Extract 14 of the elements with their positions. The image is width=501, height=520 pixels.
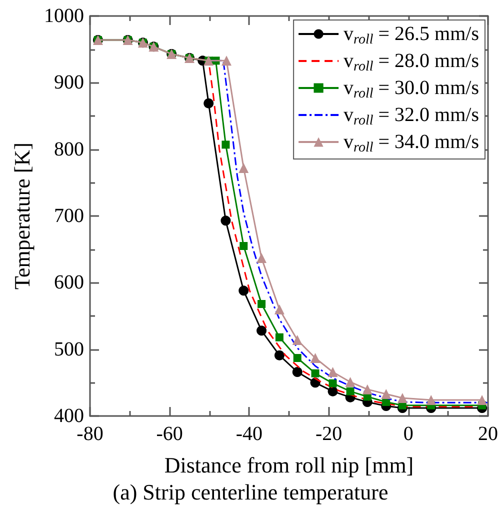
- y-tick-label: 700: [54, 205, 84, 227]
- y-axis-title: Temperature [K]: [10, 142, 35, 290]
- y-tick-label: 600: [54, 272, 84, 294]
- x-tick-label: -20: [315, 423, 342, 445]
- y-tick-label: 900: [54, 72, 84, 94]
- x-axis-title: Distance from roll nip [mm]: [164, 452, 414, 478]
- text: (a) Strip centerline temperature: [112, 480, 388, 504]
- x-tick-label: 0: [403, 423, 414, 445]
- x-tick-label: 20: [478, 423, 498, 445]
- x-tick-label: -60: [156, 423, 183, 445]
- y-tick-label: 1000: [44, 5, 84, 27]
- y-tick-label: 500: [54, 338, 84, 360]
- x-tick-label: -40: [236, 423, 263, 445]
- y-tick-label: 800: [54, 138, 84, 160]
